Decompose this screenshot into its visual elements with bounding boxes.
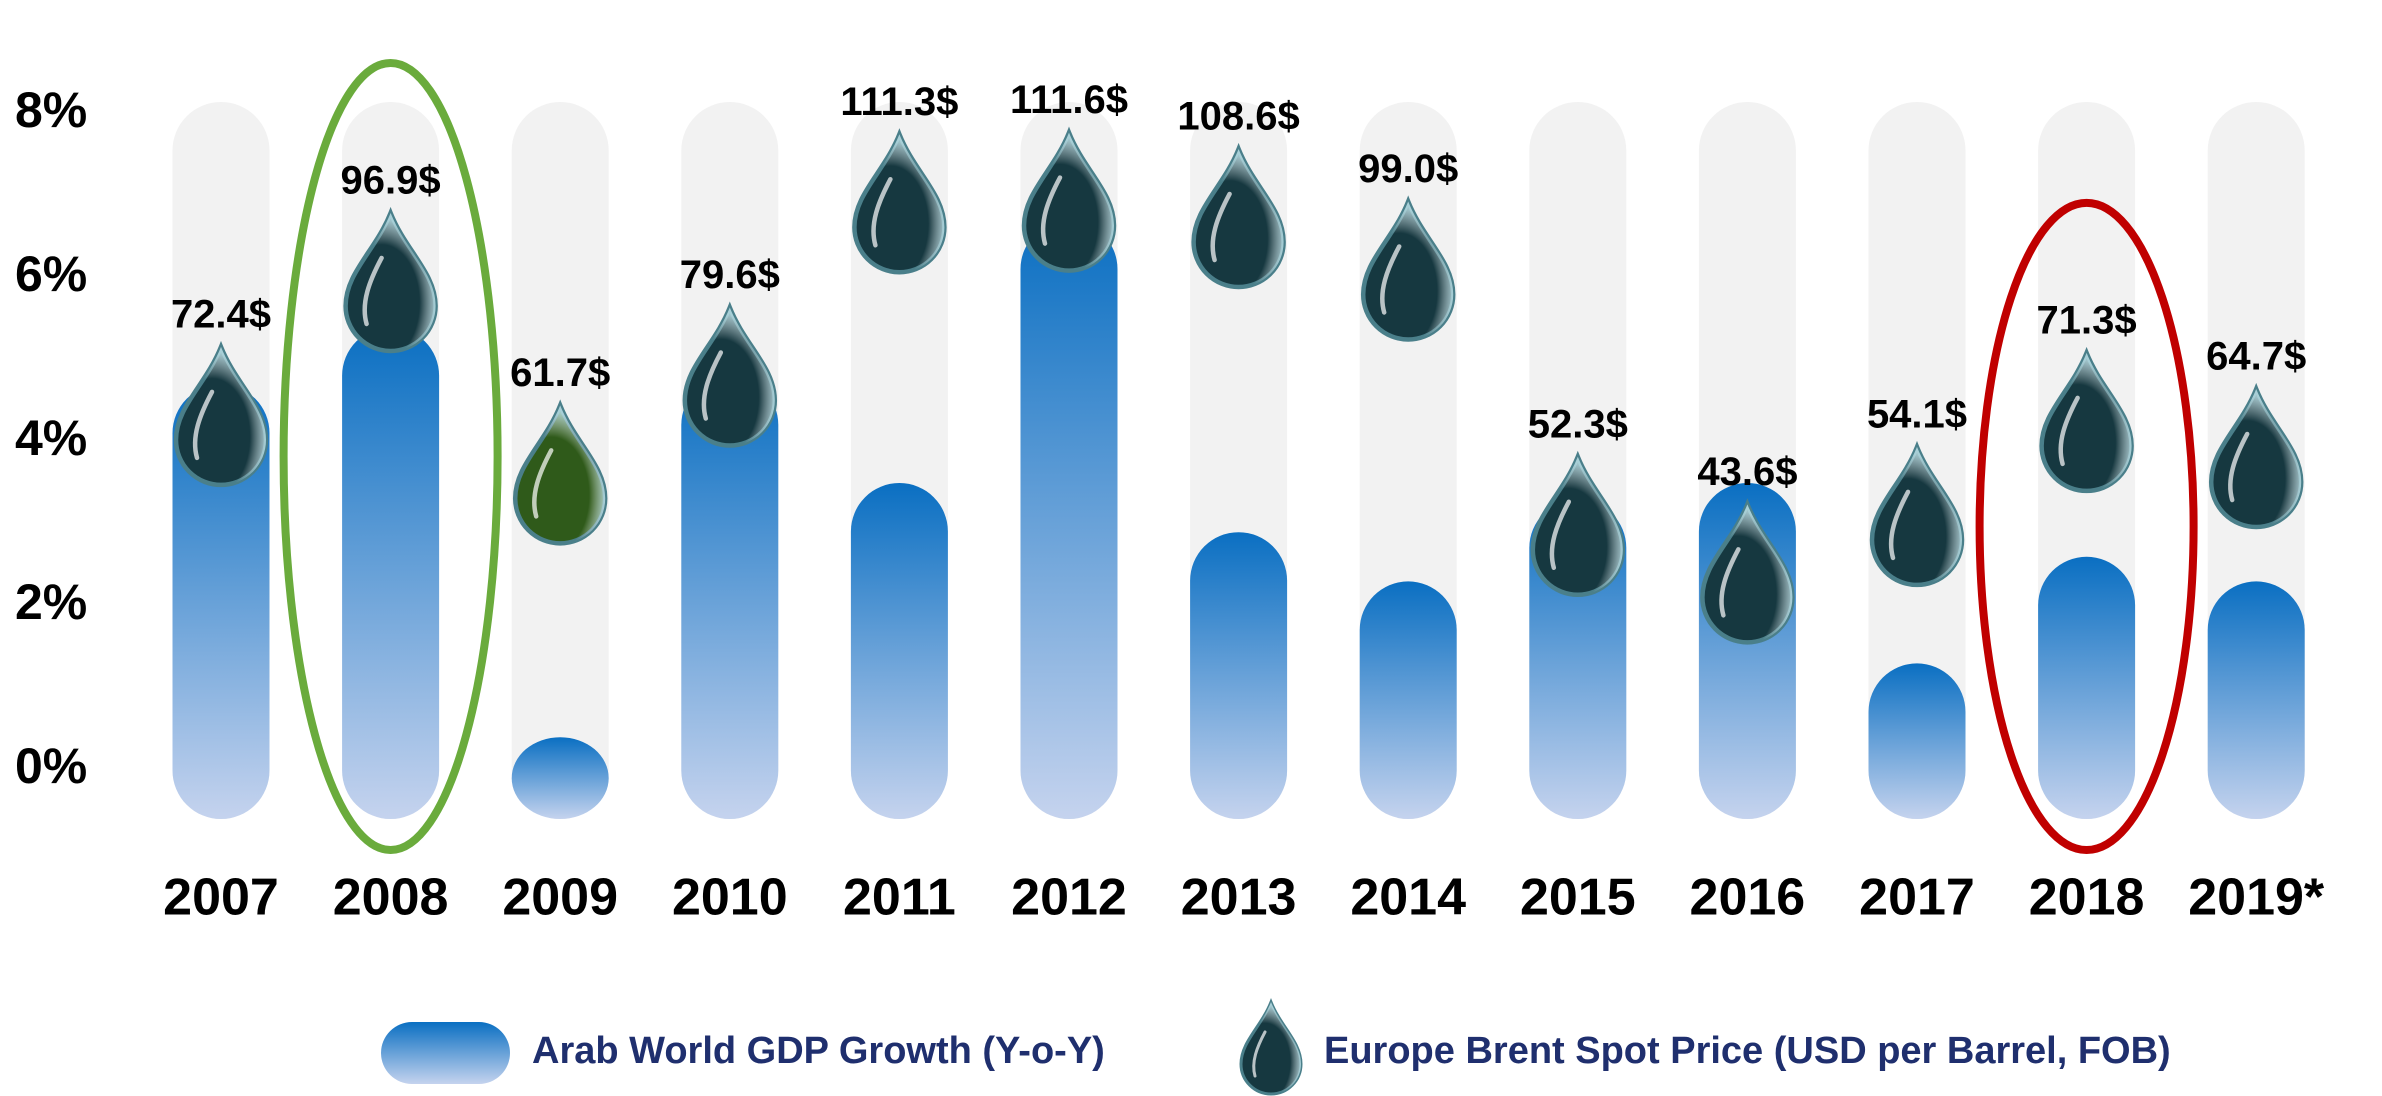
x-tick-label: 2010 [672,869,788,927]
drop-glint [1549,499,1572,571]
highlight-ellipse [279,58,502,854]
drop-shine [176,346,266,485]
x-tick-label: 2014 [1350,869,1466,927]
value-label: 54.1$ [1867,392,1967,436]
drop-shine [1241,1002,1301,1094]
legend-label: Arab World GDP Growth (Y-o-Y) [532,1030,1105,1072]
value-label: 99.0$ [1358,147,1458,191]
legend-swatch [381,1022,510,1084]
drop-glint [1040,175,1063,246]
oil-drop [682,301,778,448]
oil-drop [2039,346,2134,494]
x-tick-label: 2016 [1690,869,1806,927]
y-tick-label: 8% [15,82,87,138]
drop-glint [701,350,724,421]
drop-glint [1252,1030,1267,1078]
value-label: 108.6$ [1177,95,1299,139]
drop-shine [1872,446,1962,585]
drop-glint [2058,395,2080,467]
y-tick-label: 2% [15,574,87,630]
value-label: 79.6$ [680,253,780,297]
value-label: 72.4$ [171,292,271,336]
drop-glint [1380,244,1402,315]
value-label: 111.3$ [840,80,958,124]
x-tick-label: 2018 [2029,869,2145,927]
drop-glint [362,255,384,327]
bar [511,737,609,819]
bar [1868,663,1966,819]
oil-drop [1700,498,1795,645]
x-tick-label: 2009 [502,869,618,927]
bar [681,376,779,819]
bar [1190,532,1288,819]
value-label: 52.3$ [1528,402,1628,446]
drop-glint [192,389,215,461]
drop-shine [854,134,945,273]
y-tick-label: 0% [15,738,87,794]
value-label: 111.6$ [1010,78,1128,122]
x-tick-label: 2019* [2188,869,2325,927]
drop-glint [1888,489,1911,561]
oil-drop [1021,126,1117,273]
oil-drop [512,399,608,546]
drop-glint [2228,431,2250,503]
oil-drop [1530,450,1626,598]
x-tick-label: 2011 [843,869,956,927]
drop-glint [1210,191,1232,263]
bar [2038,556,2136,819]
x-tick-label: 2007 [163,869,279,927]
bar [1020,220,1118,820]
x-tick-label: 2008 [333,869,449,927]
bar [342,327,440,819]
value-label: 64.7$ [2206,335,2306,379]
value-label: 61.7$ [510,351,610,395]
drop-shine [2041,352,2132,491]
oil-drop [1191,142,1286,290]
oil-drop [852,128,947,275]
oil-drop [343,206,438,354]
drop-shine [515,405,606,544]
drop-glint [1719,547,1741,618]
drop-shine [1193,148,1284,287]
drop-shine [1702,504,1793,643]
drop-glint [532,448,554,519]
drop-shine [684,307,775,446]
x-tick-label: 2013 [1181,869,1297,927]
y-tick-label: 4% [15,410,87,466]
drop-shine [1363,201,1454,340]
oil-drop [2208,382,2304,530]
oil-drop [1360,195,1456,342]
drop-glint [871,176,893,248]
value-label: 96.9$ [341,159,441,203]
oil-drop [1869,440,1965,588]
x-tick-label: 2012 [1011,869,1127,927]
bar [2207,581,2305,819]
bar [172,384,270,819]
oil-drop [1239,997,1303,1096]
drop-shine [2211,388,2302,527]
value-label: 43.6$ [1697,450,1797,494]
x-tick-label: 2017 [1859,869,1975,927]
drop-shine [1532,456,1623,595]
bar [1359,581,1457,819]
oil-drop [173,340,269,488]
x-tick-label: 2015 [1520,869,1636,927]
drop-shine [1024,132,1114,271]
drop-shine [345,212,436,351]
value-label: 71.3$ [2037,298,2137,342]
legend-label: Europe Brent Spot Price (USD per Barrel,… [1324,1030,2171,1072]
highlight-ellipse [1975,198,2198,854]
bar [850,483,948,819]
y-tick-label: 6% [15,246,87,302]
